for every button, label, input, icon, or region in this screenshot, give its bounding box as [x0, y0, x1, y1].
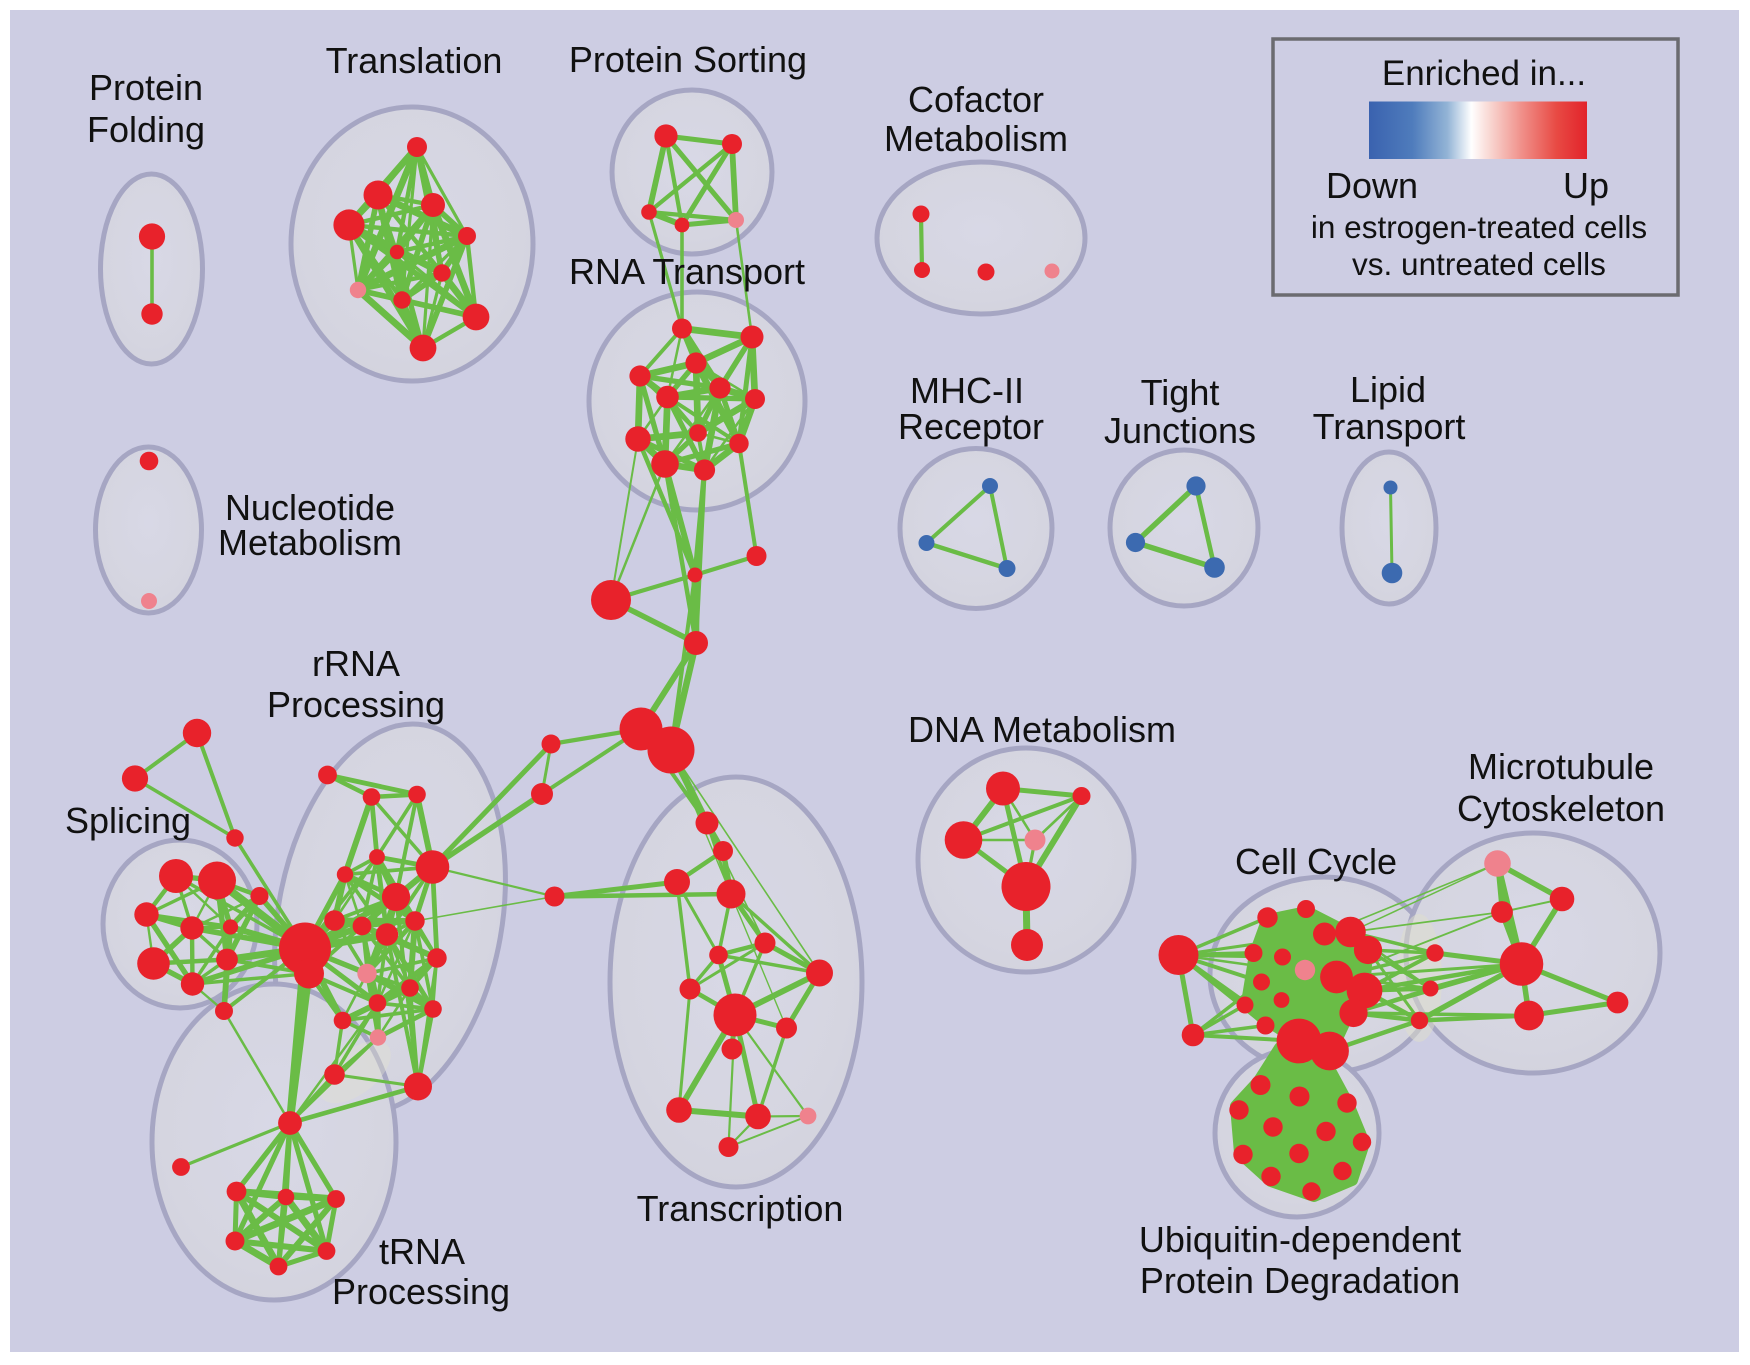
svg-text:Cofactor: Cofactor: [908, 79, 1044, 120]
svg-text:Protein: Protein: [89, 67, 203, 108]
svg-text:Junctions: Junctions: [1104, 410, 1256, 451]
svg-text:Translation: Translation: [326, 40, 503, 81]
svg-text:Transcription: Transcription: [637, 1188, 844, 1229]
svg-text:Lipid: Lipid: [1350, 369, 1426, 410]
svg-text:RNA Transport: RNA Transport: [569, 251, 805, 292]
svg-text:Cytoskeleton: Cytoskeleton: [1457, 788, 1665, 829]
svg-text:vs. untreated cells: vs. untreated cells: [1352, 246, 1606, 282]
svg-text:Transport: Transport: [1313, 406, 1466, 447]
svg-text:Processing: Processing: [332, 1271, 510, 1312]
svg-text:MHC-II: MHC-II: [910, 370, 1024, 411]
svg-text:Splicing: Splicing: [65, 800, 191, 841]
svg-text:Processing: Processing: [267, 684, 445, 725]
svg-text:in estrogen-treated cells: in estrogen-treated cells: [1311, 209, 1647, 245]
svg-text:Protein Degradation: Protein Degradation: [1140, 1260, 1460, 1301]
svg-text:DNA Metabolism: DNA Metabolism: [908, 709, 1176, 750]
svg-text:Tight: Tight: [1141, 372, 1220, 413]
svg-text:Ubiquitin-dependent: Ubiquitin-dependent: [1139, 1219, 1461, 1260]
svg-text:Down: Down: [1326, 165, 1418, 206]
svg-text:Receptor: Receptor: [898, 406, 1044, 447]
svg-text:rRNA: rRNA: [312, 643, 400, 684]
svg-text:Cell Cycle: Cell Cycle: [1235, 841, 1397, 882]
svg-text:Protein Sorting: Protein Sorting: [569, 39, 807, 80]
svg-text:Up: Up: [1563, 165, 1609, 206]
svg-text:Folding: Folding: [87, 109, 205, 150]
svg-text:Metabolism: Metabolism: [218, 522, 402, 563]
svg-text:Nucleotide: Nucleotide: [225, 487, 395, 528]
svg-text:tRNA: tRNA: [379, 1231, 465, 1272]
svg-text:Microtubule: Microtubule: [1468, 746, 1654, 787]
svg-text:Metabolism: Metabolism: [884, 118, 1068, 159]
svg-text:Enriched in...: Enriched in...: [1382, 54, 1586, 93]
